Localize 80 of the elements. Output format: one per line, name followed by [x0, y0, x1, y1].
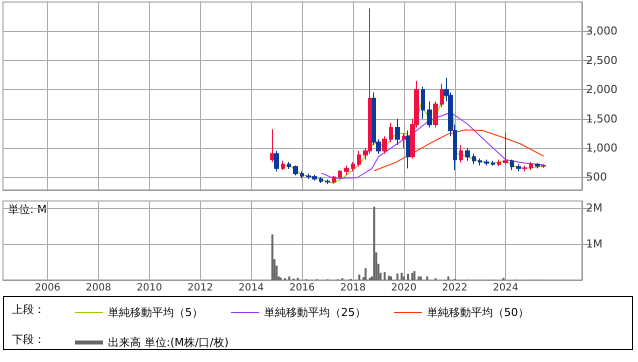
bar	[402, 276, 405, 280]
x-tick-label: 2016	[289, 282, 315, 294]
bar	[413, 271, 416, 280]
candlestick	[421, 86, 425, 120]
candlestick	[522, 164, 527, 172]
candlestick	[338, 170, 342, 180]
bar	[396, 274, 398, 280]
bar	[388, 276, 390, 280]
line-series	[374, 129, 544, 172]
candlestick	[503, 132, 508, 165]
candlestick	[293, 164, 298, 176]
candlestick	[478, 158, 482, 166]
legend-label: 単純移動平均（50）	[426, 306, 529, 319]
candlestick	[516, 164, 521, 172]
x-tick-label: 2012	[188, 282, 213, 294]
candlestick	[433, 100, 438, 128]
candlestick	[459, 144, 463, 164]
x-tick-label: 2010	[136, 282, 162, 294]
candlestick	[270, 128, 275, 162]
legend-label: 単純移動平均（5）	[108, 306, 203, 319]
candlestick	[529, 161, 533, 171]
candlestick	[491, 160, 495, 166]
candlestick	[465, 147, 470, 162]
candlestick	[351, 161, 355, 172]
y-tick-label: 3,000	[586, 24, 618, 38]
candlestick	[300, 170, 304, 179]
bar	[400, 272, 403, 280]
candlestick	[440, 83, 444, 108]
bar	[384, 272, 386, 280]
legend-title: 下段：	[12, 333, 45, 346]
y-tick-label: 1M	[586, 238, 602, 251]
candlestick	[510, 159, 514, 171]
candlestick	[541, 164, 546, 168]
candlestick	[402, 132, 406, 148]
bar	[358, 274, 360, 280]
bar	[407, 274, 410, 280]
x-tick-label: 2008	[86, 282, 112, 294]
bar	[271, 234, 274, 280]
bar	[418, 276, 420, 280]
x-tick-label: 2022	[442, 282, 468, 294]
bar	[420, 276, 422, 280]
legend-label: 単純移動平均（25）	[264, 306, 366, 319]
y-tick-label: 2,500	[586, 54, 618, 67]
candlestick	[484, 159, 489, 166]
bar	[390, 276, 392, 280]
candlestick	[389, 122, 393, 143]
bar	[426, 276, 428, 280]
bar	[447, 276, 450, 280]
candlestick	[382, 136, 387, 154]
candlestick	[332, 175, 336, 184]
candlestick	[472, 153, 476, 165]
candlestick	[319, 176, 323, 184]
bar	[373, 206, 376, 280]
legend-title: 上段：	[12, 303, 45, 316]
x-tick-label: 2006	[34, 282, 60, 294]
candlestick	[274, 150, 279, 172]
bar	[364, 268, 367, 280]
line-series	[320, 112, 544, 179]
y-tick-label: 1,500	[586, 112, 618, 126]
candlestick	[281, 160, 285, 171]
candlestick	[535, 162, 540, 169]
candlestick	[427, 100, 432, 128]
candlestick	[395, 118, 400, 146]
candlestick	[287, 161, 291, 170]
candlestick	[497, 159, 501, 167]
y-tick-label: 500	[586, 170, 607, 184]
y-tick-label: 2,000	[586, 83, 618, 96]
y-tick-label: 2M	[586, 202, 602, 215]
candlestick	[406, 130, 410, 169]
x-tick-label: 2024	[492, 282, 518, 294]
y-tick-label: 1,000	[586, 141, 618, 154]
bar	[288, 276, 290, 280]
candlestick	[325, 178, 330, 185]
legend-label: 出来高 単位:(M株/口/枚)	[108, 336, 229, 349]
candlestick	[344, 164, 349, 176]
x-tick-label: 2018	[340, 282, 366, 294]
bar	[411, 272, 414, 280]
candlestick	[357, 150, 361, 168]
x-tick-label: 2014	[238, 282, 264, 294]
x-tick-label: 2020	[391, 282, 417, 294]
